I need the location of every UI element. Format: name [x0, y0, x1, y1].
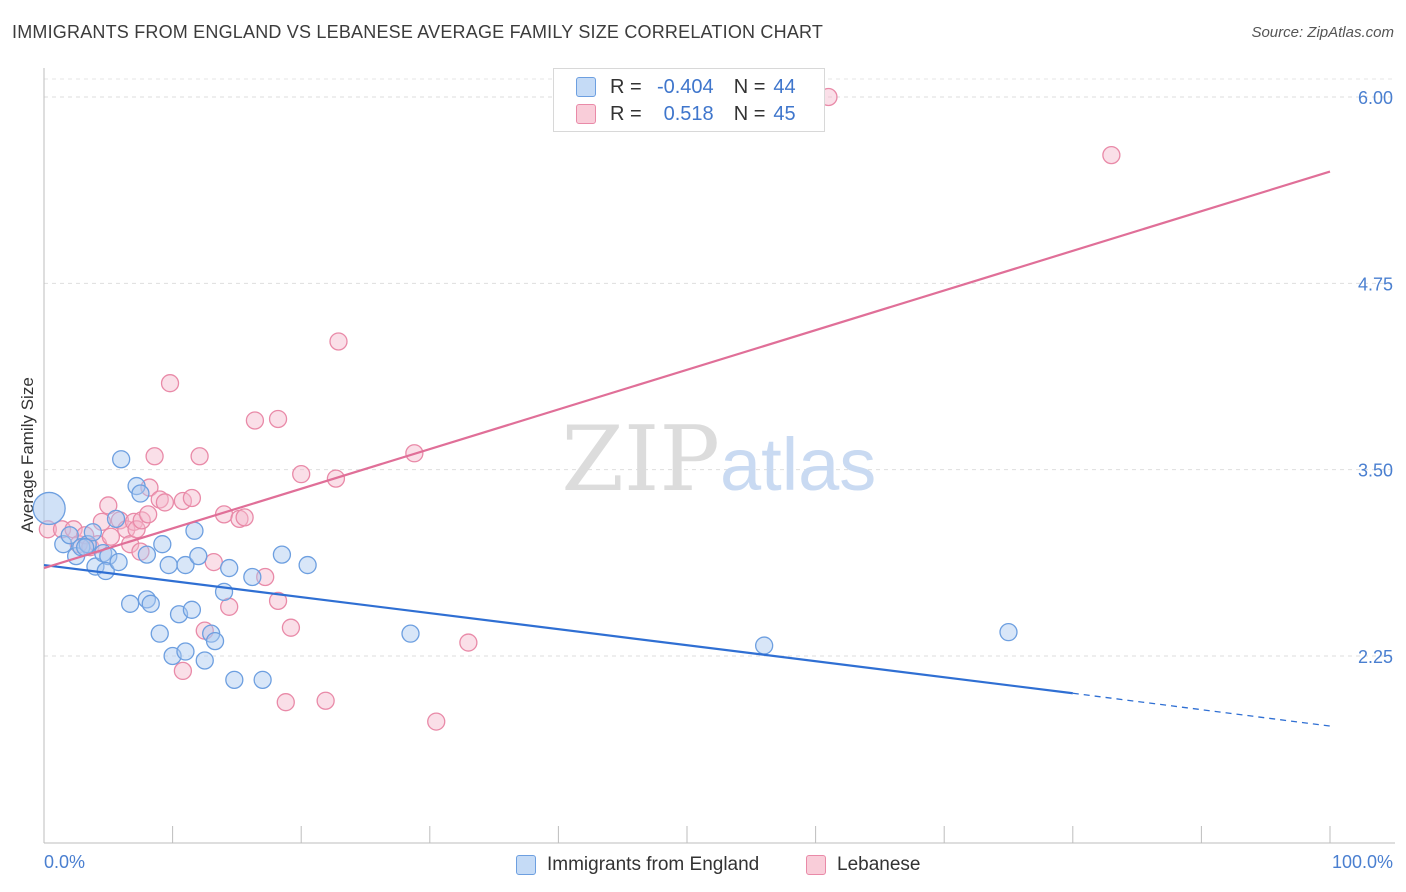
lebanese-point	[150, 490, 169, 509]
england-point	[32, 491, 66, 526]
y-tick-label: 4.75	[1358, 274, 1393, 294]
england-trendline-extension	[1072, 692, 1331, 727]
lebanese-point	[139, 505, 158, 524]
lebanese-point	[427, 712, 446, 731]
legend-item-england[interactable]: Immigrants from England	[516, 854, 759, 876]
lebanese-point	[281, 618, 301, 637]
watermark-zip: ZIP	[561, 407, 720, 512]
lebanese-point	[204, 552, 223, 572]
england-point	[83, 523, 103, 542]
england-point	[243, 567, 262, 587]
england-swatch	[576, 77, 596, 97]
england-trendline	[43, 563, 1073, 695]
n-label: N =	[733, 102, 766, 125]
lebanese-point	[268, 409, 288, 429]
lebanese-point	[92, 512, 112, 531]
lebanese-point	[292, 464, 311, 484]
chart-title: IMMIGRANTS FROM ENGLAND VS LEBANESE AVER…	[12, 22, 824, 42]
lebanese-point	[316, 691, 335, 710]
y-tick-label: 6.00	[1358, 88, 1393, 108]
england-point	[220, 558, 239, 578]
lebanese-point	[173, 661, 193, 681]
legend-label: Lebanese	[837, 854, 921, 875]
england-swatch	[516, 855, 536, 875]
england-point	[109, 552, 128, 572]
england-point	[185, 521, 204, 540]
lebanese-point	[459, 633, 478, 652]
y-tick-label: 2.25	[1358, 647, 1393, 667]
source-label: Source: ZipAtlas.com	[1251, 24, 1394, 41]
england-point	[225, 670, 244, 690]
lebanese-point	[127, 520, 146, 539]
england-point	[205, 631, 225, 651]
y-tick-label: 3.50	[1358, 461, 1393, 481]
axes	[43, 68, 1395, 844]
lebanese-trendline	[43, 170, 1331, 570]
y-tick-labels: 2.25 3.50 4.75 6.00	[1358, 88, 1393, 667]
legend-label: Immigrants from England	[547, 854, 760, 875]
r-value: -0.404	[656, 75, 714, 98]
n-label: N =	[733, 75, 766, 98]
england-point	[106, 509, 126, 529]
bottom-legend: Immigrants from England Lebanese	[0, 850, 1406, 880]
lebanese-point	[182, 488, 202, 508]
england-point	[112, 450, 131, 469]
lebanese-point	[160, 374, 180, 393]
lebanese-point	[101, 527, 121, 546]
lebanese-point	[329, 332, 348, 351]
correlation-legend: R = -0.404 N = 44 R = 0.518 N = 45	[553, 68, 825, 132]
england-point	[253, 670, 272, 690]
england-point	[54, 535, 73, 554]
england-point	[298, 555, 317, 575]
x-tick-min: 0.0%	[44, 852, 86, 872]
england-point	[176, 555, 195, 575]
lebanese-point	[276, 693, 295, 712]
england-point	[401, 624, 420, 643]
england-point	[78, 535, 97, 554]
gridlines	[44, 78, 1395, 657]
england-point	[182, 600, 202, 619]
england-point	[272, 545, 292, 564]
watermark-atlas: atlas	[720, 423, 876, 506]
england-point	[121, 594, 140, 613]
lebanese-point	[235, 508, 254, 527]
england-point	[176, 642, 195, 661]
lebanese-point	[268, 591, 288, 610]
stat-row-england: R = -0.404 N = 44	[576, 73, 796, 101]
england-point	[189, 546, 208, 566]
england-point	[60, 526, 79, 545]
n-value: 45	[773, 102, 796, 125]
england-point	[195, 651, 214, 670]
england-point	[131, 484, 150, 503]
england-point	[137, 545, 157, 564]
england-point	[159, 555, 178, 575]
r-label: R =	[610, 102, 642, 125]
lebanese-point	[190, 447, 209, 466]
lebanese-swatch	[576, 104, 596, 124]
england-point	[999, 622, 1018, 642]
lebanese-point	[245, 411, 265, 430]
england-point	[755, 636, 774, 655]
england-point	[153, 535, 172, 554]
lebanese-point	[256, 567, 275, 587]
x-tick-max: 100.0%	[1331, 852, 1393, 872]
lebanese-point	[145, 447, 164, 466]
stat-row-lebanese: R = 0.518 N = 45	[576, 100, 796, 128]
legend-item-lebanese[interactable]: Lebanese	[806, 854, 920, 876]
r-label: R =	[610, 75, 642, 98]
england-point	[141, 594, 160, 613]
n-value: 44	[773, 75, 796, 98]
england-point	[150, 624, 169, 643]
trendlines	[43, 170, 1331, 727]
lebanese-point	[155, 493, 175, 512]
lebanese-swatch	[806, 855, 826, 875]
r-value: 0.518	[663, 102, 714, 125]
lebanese-point	[1102, 145, 1121, 165]
